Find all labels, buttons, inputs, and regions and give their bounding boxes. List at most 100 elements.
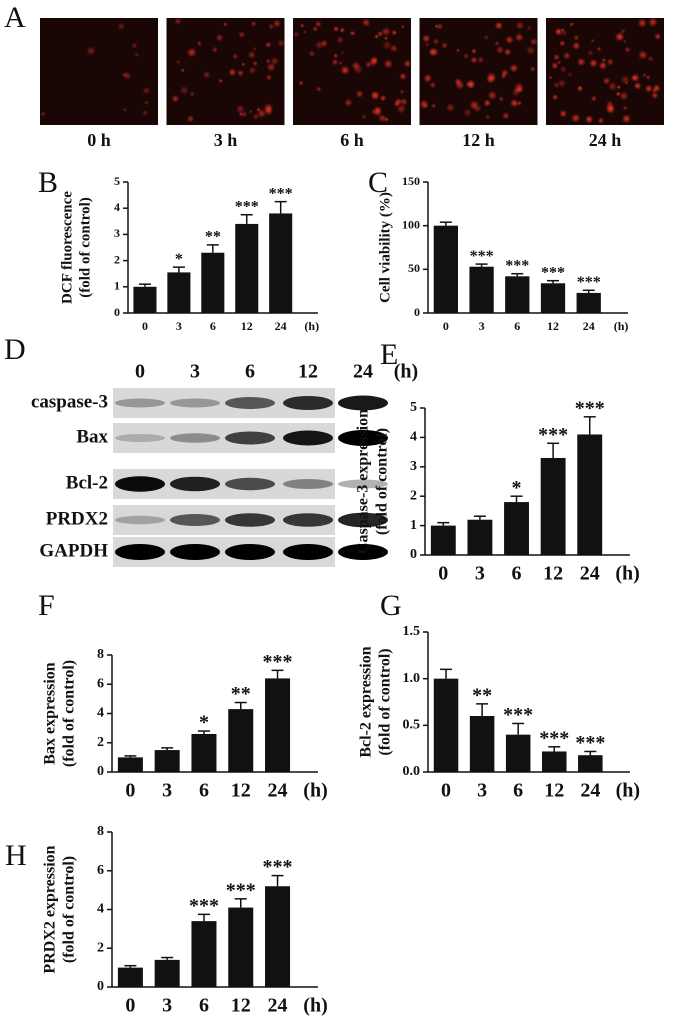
cell-spot [516,100,523,106]
cell-spot [559,109,568,118]
cell-spot [553,53,560,61]
y-tick-label: 8 [97,647,104,662]
cell-spot [180,68,185,73]
cell-spot [340,50,345,55]
cell-spot [238,31,246,39]
y-tick-label: 0 [410,547,417,562]
lane-label: 6 [245,361,255,383]
y-tick-label: 2 [114,252,120,266]
cell-spot [370,91,379,99]
cell-spot [383,59,393,69]
cell-spot [248,109,253,114]
blot-band [283,430,333,446]
blot-band [225,397,275,409]
cell-spot [514,32,524,42]
y-axis-label: (fold of control) [61,856,78,963]
cell-spot [237,69,245,77]
lane-label: 0 [135,361,145,383]
cell-spot [642,73,647,78]
cell-spot [622,39,627,44]
cell-spot [619,91,629,101]
cell-spot [465,82,470,87]
cell-spot [576,57,586,67]
cell-spot [602,76,611,85]
row-label: GAPDH [39,540,108,561]
cell-spot [494,40,500,47]
cell-spot [559,40,566,47]
bar [154,959,180,987]
bar [167,272,191,313]
cell-spot [498,96,505,102]
blot-band [338,479,388,489]
cell-spot [423,73,433,83]
blot-band [115,434,165,442]
cell-spot [606,58,615,66]
cell-spot [370,56,379,65]
cell-spot [117,22,126,31]
cell-spot [590,95,598,102]
cell-spot [630,73,640,83]
cell-spot [256,108,267,119]
y-tick-label: 0 [414,305,420,319]
bar [117,757,143,772]
cell-spot [336,36,345,44]
blot-band [283,396,333,410]
cell-spot [265,41,272,48]
panel-label: A [4,1,26,34]
y-tick-label: 0 [97,764,104,779]
cell-spot [644,84,653,93]
bar [541,751,567,772]
y-tick-label: 1 [114,279,120,293]
cell-spot [589,58,598,68]
significance: *** [235,198,259,215]
cell-spot [596,46,602,52]
cell-spot [597,117,605,124]
cell-spot [134,52,140,58]
x-tick-label: 24 [268,995,288,1017]
cell-spot [562,51,571,60]
y-tick-label: 100 [402,217,420,231]
cell-spot [556,28,561,34]
cell-spot [175,59,181,65]
y-tick-label: 3 [410,459,417,474]
cell-spot [500,69,509,77]
cell-spot [462,52,470,60]
cell-spot [364,60,373,69]
significance: *** [470,248,494,265]
cell-spot [548,75,553,80]
blot-band [170,476,220,492]
cell-spot [382,40,392,50]
lane-label: 12 [298,361,318,383]
y-axis-label: Bax expression [42,662,59,764]
cell-spot [270,56,279,66]
cell-spot [250,20,257,27]
time-label: 24 h [589,130,622,150]
time-label: 0 h [87,130,111,150]
x-tick-label: 12 [544,780,564,802]
blot-band [338,512,388,528]
time-label: 12 h [462,130,495,150]
cell-spot [429,81,436,89]
y-axis-label: Caspase-3 expression [355,409,372,554]
cell-spot [421,34,431,43]
y-axis-label: Cell viability (%) [377,192,393,303]
cell-spot [419,99,429,110]
blot-band [115,515,165,525]
y-tick-label: 150 [402,174,420,188]
cell-spot [320,39,328,48]
cell-spot [601,57,607,63]
y-tick-label: 2 [97,735,104,750]
cell-spot [553,81,560,89]
blot-band [283,544,333,560]
cell-spot [228,67,237,77]
panel-label: F [38,589,55,622]
y-tick-label: 4 [97,902,104,917]
cell-spot [620,28,626,34]
x-unit: (h) [303,780,327,802]
panel-label: E [380,338,398,371]
significance: *** [263,856,293,878]
cell-spot [403,59,412,68]
significance: *** [575,397,605,419]
cell-spot [529,37,538,46]
cell-spot [400,24,406,29]
